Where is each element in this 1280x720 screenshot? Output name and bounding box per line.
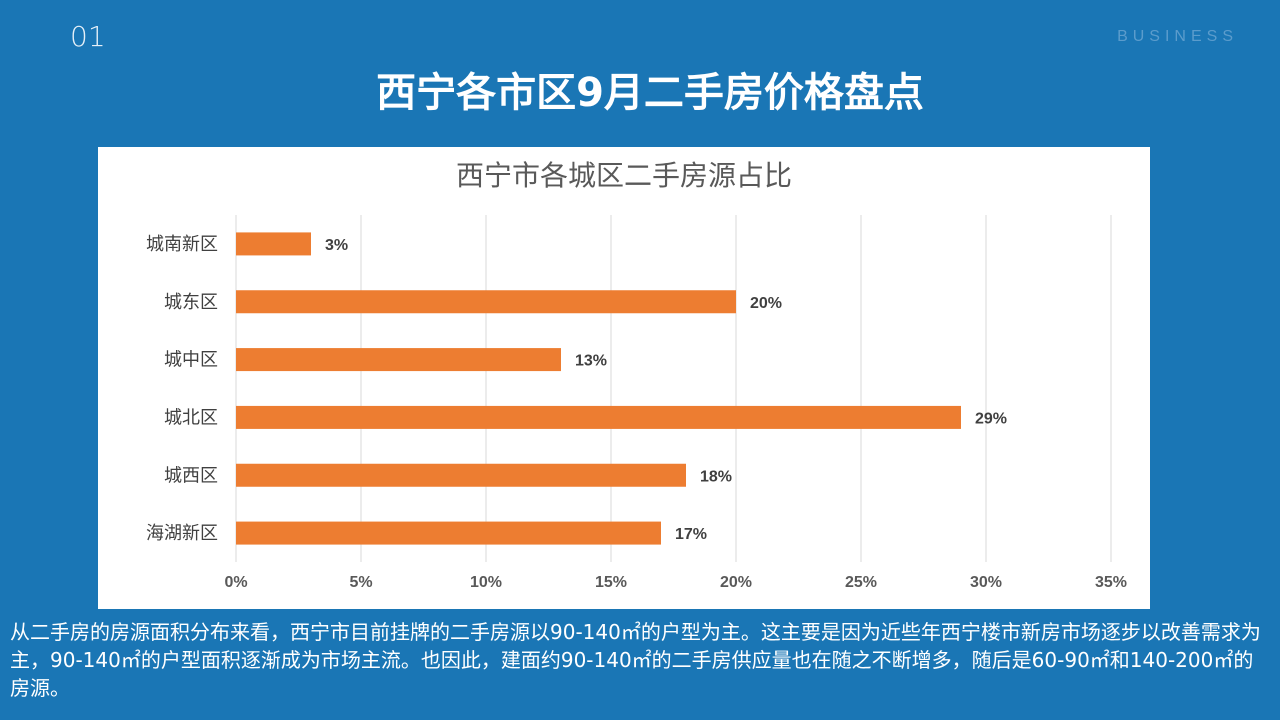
- bar: [236, 463, 686, 487]
- bar: [236, 405, 961, 429]
- x-tick-label: 25%: [845, 574, 877, 591]
- x-tick-label: 5%: [349, 574, 372, 591]
- chart-container: 西宁市各城区二手房源占比 0% 5% 10% 15% 20% 25% 30% 35% 城南新区 3%…: [98, 147, 1150, 609]
- data-label: 3%: [325, 237, 348, 254]
- bar-chart: 西宁市各城区二手房源占比 0% 5% 10% 15% 20% 25% 30% 35% 城南新区 3%…: [146, 159, 1127, 591]
- bar: [236, 348, 561, 372]
- category-label: 城中区: [164, 350, 218, 371]
- page-title: 西宁各市区9月二手房价格盘点: [376, 70, 924, 116]
- description-text: 从二手房的房源面积分布来看，西宁市目前挂牌的二手房源以90-140㎡的户型为主。…: [10, 620, 1261, 700]
- brand-label: BUSINESS: [1117, 28, 1238, 45]
- x-tick-label: 20%: [720, 574, 752, 591]
- category-label: 城北区: [164, 407, 218, 428]
- chart-title: 西宁市各城区二手房源占比: [456, 159, 792, 192]
- category-label: 城西区: [164, 465, 218, 486]
- data-label: 18%: [700, 468, 732, 485]
- category-label: 海湖新区: [146, 523, 218, 544]
- data-label: 29%: [975, 410, 1007, 427]
- slide-number: 01: [70, 20, 106, 53]
- x-tick-label: 35%: [1095, 574, 1127, 591]
- bar: [236, 521, 661, 545]
- category-label: 城东区: [164, 292, 218, 313]
- category-label: 城南新区: [146, 234, 218, 255]
- x-tick-label: 30%: [970, 574, 1002, 591]
- data-label: 20%: [750, 295, 782, 312]
- data-label: 13%: [575, 353, 607, 370]
- data-label: 17%: [675, 526, 707, 543]
- bar: [236, 290, 736, 314]
- x-tick-label: 15%: [595, 574, 627, 591]
- x-tick-label: 0%: [224, 574, 247, 591]
- x-tick-label: 10%: [470, 574, 502, 591]
- bar: [236, 232, 311, 256]
